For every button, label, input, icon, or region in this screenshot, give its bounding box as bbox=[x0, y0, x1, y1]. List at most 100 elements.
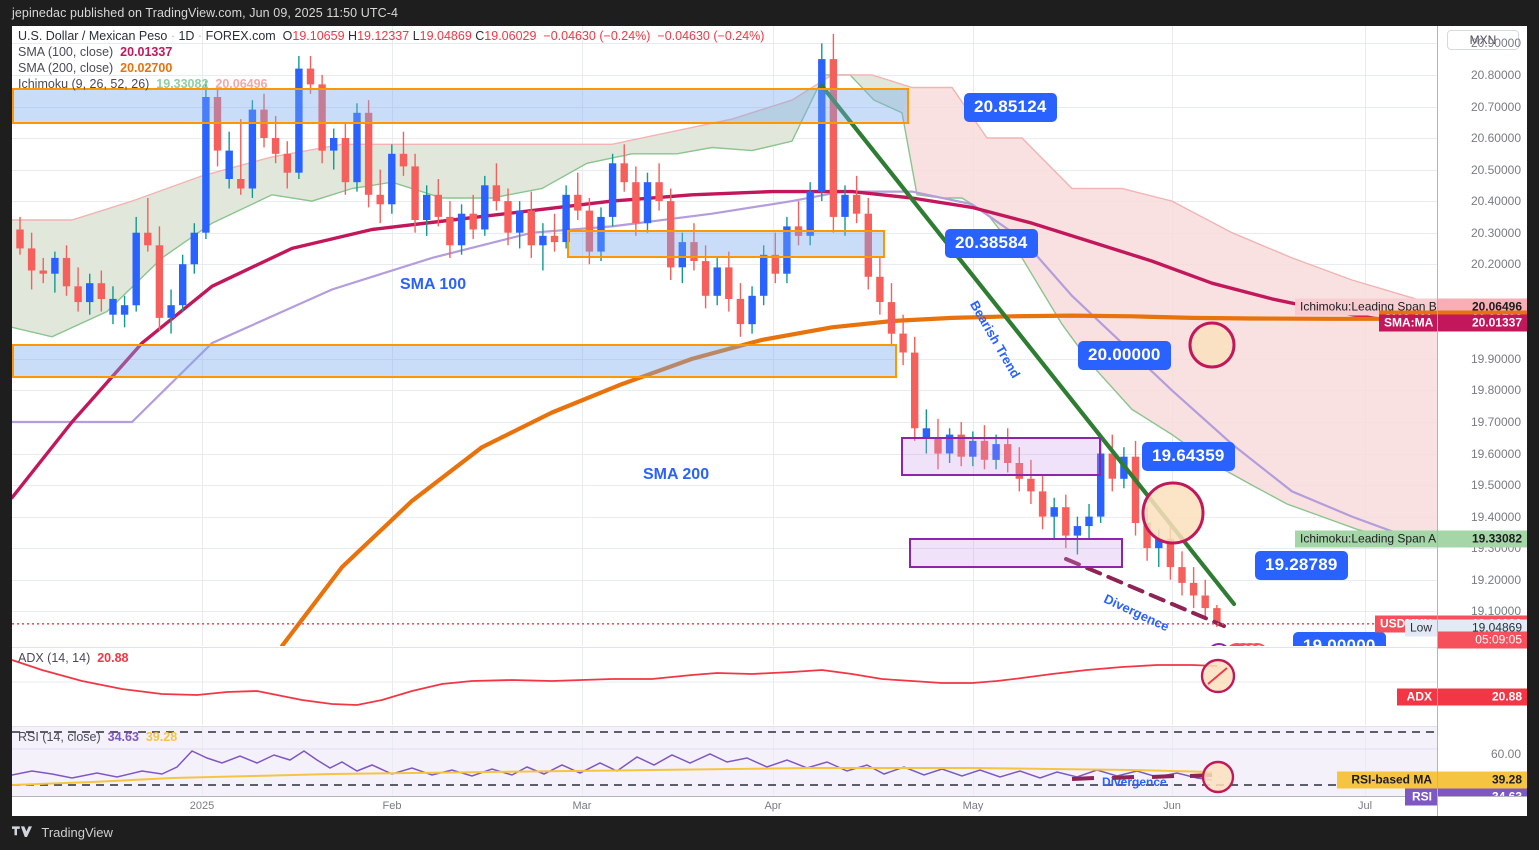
gridline bbox=[582, 26, 583, 646]
time-axis-tick: Jul bbox=[1357, 800, 1373, 812]
rsi-title: RSI (14, close) bbox=[18, 730, 101, 744]
price-axis-tick: 20.90000 bbox=[1470, 36, 1521, 51]
gridline bbox=[202, 26, 203, 646]
ohlc-open: 19.10659 bbox=[292, 29, 345, 43]
legend-sma100-row[interactable]: SMA (100, close) 20.01337 bbox=[18, 44, 764, 60]
ohlc-high: 19.12337 bbox=[357, 29, 410, 43]
gridline bbox=[12, 201, 1437, 203]
gridline bbox=[392, 648, 393, 725]
reaction-badges[interactable] bbox=[1205, 641, 1275, 646]
lightning-badge-circle bbox=[1211, 643, 1227, 646]
adx-title: ADX (14, 14) bbox=[18, 651, 91, 665]
adx-series-tag[interactable]: ADX bbox=[1397, 688, 1437, 706]
gridline bbox=[12, 548, 1437, 550]
legend-sma100-name: SMA (100, close) bbox=[18, 45, 114, 59]
ohlc-change-2: −0.04630 bbox=[657, 29, 710, 43]
price-axis-tick: 20.80000 bbox=[1470, 67, 1521, 82]
ohlc-o-label: O bbox=[282, 29, 293, 43]
ohlc-close: 19.06029 bbox=[484, 29, 537, 43]
publisher-bar: jepinedac published on TradingView.com, … bbox=[12, 6, 399, 20]
gridline bbox=[12, 43, 1437, 45]
price-label-annotation[interactable]: 20.00000 bbox=[1078, 341, 1171, 370]
legend-sma200-name: SMA (200, close) bbox=[18, 61, 114, 75]
price-axis-tick: 19.60000 bbox=[1470, 446, 1521, 461]
price-axis-tick: 19.20000 bbox=[1470, 572, 1521, 587]
footer: TradingView bbox=[12, 822, 113, 844]
consolidation-zone-lower[interactable] bbox=[909, 538, 1123, 568]
time-axis-tick: May bbox=[962, 800, 984, 812]
price-axis-series-tag[interactable]: SMA:MA bbox=[1379, 314, 1437, 332]
ohlc-change: −0.04630 bbox=[543, 29, 596, 43]
price-axis-series-tag[interactable]: Ichimoku:Leading Span A bbox=[1295, 530, 1437, 547]
time-axis-divider bbox=[1437, 797, 1438, 816]
price-axis-status-label[interactable]: 19.33082 bbox=[1438, 530, 1527, 547]
rsi-series-tag[interactable]: RSI-based MA bbox=[1337, 771, 1437, 789]
gridline bbox=[773, 648, 774, 725]
price-axis-tick: 19.40000 bbox=[1470, 509, 1521, 524]
rsi-pane[interactable]: RSI (14, close) 34.63 39.28 Divergence bbox=[12, 726, 1437, 796]
time-axis-tick: Mar bbox=[572, 800, 592, 812]
adx-legend[interactable]: ADX (14, 14) 20.88 bbox=[18, 651, 129, 665]
price-label-annotation[interactable]: 19.00000 bbox=[1293, 632, 1386, 646]
legend-symbol[interactable]: U.S. Dollar / Mexican Peso bbox=[18, 29, 168, 43]
ohlc-l-label: L bbox=[412, 29, 420, 43]
gridline bbox=[1365, 648, 1366, 725]
currency-pill[interactable]: MXN bbox=[1447, 30, 1519, 50]
rsi-series-tag[interactable]: RSI bbox=[1405, 788, 1437, 806]
gridline bbox=[12, 74, 1437, 76]
demand-zone-low[interactable] bbox=[12, 344, 897, 378]
rsi-axis-label[interactable]: 39.28 bbox=[1438, 771, 1527, 789]
price-label-annotation[interactable]: 20.38584 bbox=[945, 229, 1038, 258]
text-annotation[interactable]: SMA 200 bbox=[643, 466, 710, 483]
price-label-annotation[interactable]: 20.85124 bbox=[964, 93, 1057, 122]
rsi-canvas bbox=[12, 731, 1437, 794]
gridline bbox=[12, 106, 1437, 108]
legend-interval[interactable]: 1D bbox=[178, 29, 195, 43]
consolidation-zone-upper[interactable] bbox=[901, 437, 1101, 476]
price-axis-tick: 20.20000 bbox=[1470, 257, 1521, 272]
price-axis-series-tag[interactable]: Low bbox=[1405, 619, 1437, 636]
chart-legend: U.S. Dollar / Mexican Peso · 1D · FOREX.… bbox=[18, 28, 764, 92]
time-axis-tick: Apr bbox=[764, 800, 782, 812]
rsi-legend[interactable]: RSI (14, close) 34.63 39.28 bbox=[18, 730, 177, 744]
legend-symbol-row[interactable]: U.S. Dollar / Mexican Peso · 1D · FOREX.… bbox=[18, 29, 765, 43]
legend-ichimoku-row[interactable]: Ichimoku (9, 26, 52, 26) 19.33082 20.064… bbox=[18, 76, 764, 92]
price-axis[interactable]: MXN 20.90000 20.80000 20.70000 20.60000 20.5… bbox=[1437, 26, 1527, 806]
text-annotation[interactable]: SMA 100 bbox=[400, 276, 467, 293]
gridline bbox=[12, 422, 1437, 423]
supply-zone-mid[interactable] bbox=[567, 230, 885, 258]
legend-ichimoku-span-a: 19.33082 bbox=[156, 77, 209, 91]
legend-sma200-row[interactable]: SMA (200, close) 20.02700 bbox=[18, 60, 764, 76]
rsi-ma-value: 39.28 bbox=[145, 730, 178, 744]
price-axis-tick: 19.10000 bbox=[1470, 604, 1521, 619]
flag-badge-circle bbox=[1229, 643, 1245, 646]
gridline bbox=[392, 26, 393, 646]
gridline bbox=[973, 648, 974, 725]
rsi-value: 34.63 bbox=[107, 730, 139, 744]
time-axis-tick: 2025 bbox=[189, 800, 215, 812]
time-axis-tick: Jun bbox=[1163, 800, 1181, 812]
footer-brand: TradingView bbox=[41, 825, 113, 840]
price-axis-status-label[interactable]: 20.01337 bbox=[1438, 314, 1527, 332]
time-axis[interactable]: 2025 Feb Mar Apr May Jun Jul bbox=[12, 796, 1527, 816]
ohlc-change-pct: (−0.24%) bbox=[599, 29, 651, 43]
ohlc-low: 19.04869 bbox=[419, 29, 472, 43]
price-axis-countdown: 05:09:05 bbox=[1438, 631, 1527, 649]
adx-value: 20.88 bbox=[97, 651, 129, 665]
adx-pane[interactable]: ADX (14, 14) 20.88 bbox=[12, 647, 1437, 725]
supply-zone-top[interactable] bbox=[12, 88, 909, 124]
main-price-pane[interactable]: U.S. Dollar / Mexican Peso · 1D · FOREX.… bbox=[12, 26, 1437, 646]
time-axis-tick: Feb bbox=[382, 800, 402, 812]
price-label-annotation[interactable]: 19.64359 bbox=[1142, 442, 1235, 471]
tradingview-logo-icon bbox=[12, 824, 32, 846]
legend-ichimoku-span-b: 20.06496 bbox=[215, 77, 268, 91]
gridline bbox=[12, 264, 1437, 266]
price-label-annotation[interactable]: 19.28789 bbox=[1255, 551, 1348, 580]
gridline bbox=[12, 232, 1437, 234]
price-axis-tick: 19.80000 bbox=[1470, 383, 1521, 398]
chart-frame[interactable]: U.S. Dollar / Mexican Peso · 1D · FOREX.… bbox=[12, 26, 1527, 816]
gridline bbox=[202, 648, 203, 725]
adx-axis-label[interactable]: 20.88 bbox=[1438, 688, 1527, 706]
gridline bbox=[12, 485, 1437, 487]
